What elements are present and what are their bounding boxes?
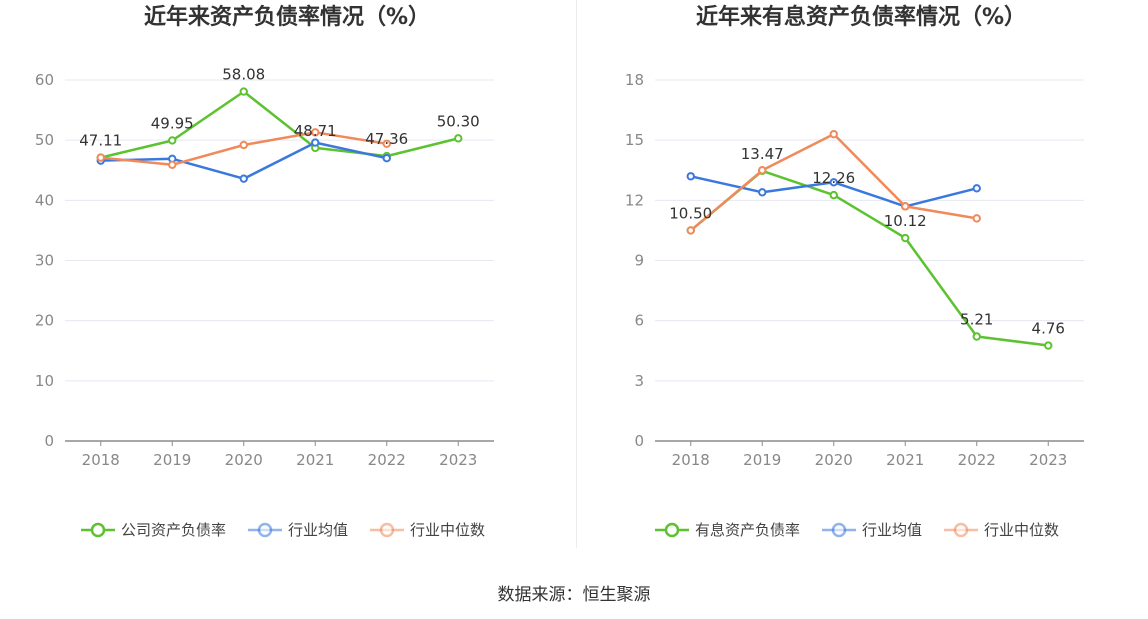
y-tick-label: 3: [634, 372, 644, 390]
data-point: [901, 233, 910, 243]
x-tick-label: 2020: [815, 451, 853, 469]
data-point: [829, 178, 838, 187]
data-label: 5.21: [960, 311, 993, 329]
legend-label: 行业均值: [862, 521, 922, 539]
data-label: 13.47: [741, 145, 784, 163]
x-tick-label: 2021: [886, 451, 924, 469]
y-tick-label: 60: [35, 71, 54, 89]
chart-title: 近年来资产负债率情况（%）: [143, 5, 431, 30]
data-point: [686, 226, 695, 235]
data-point: [311, 128, 320, 137]
y-tick-label: 6: [634, 312, 644, 330]
x-tick-label: 2022: [368, 451, 406, 469]
data-point: [168, 160, 177, 170]
legend-item: 行业中位数: [370, 521, 485, 539]
y-tick-label: 40: [35, 191, 54, 209]
legend-marker: [379, 522, 395, 538]
chart-title: 近年来有息资产负债率情况（%）: [695, 5, 1027, 30]
y-tick-label: 50: [35, 131, 54, 149]
data-point: [901, 202, 910, 211]
x-tick-label: 2020: [225, 451, 263, 469]
data-point: [829, 190, 838, 200]
data-point: [972, 184, 981, 193]
legend-label: 行业均值: [288, 521, 348, 539]
data-point: [168, 136, 177, 145]
data-point: [311, 138, 320, 147]
legend-label: 公司资产负债率: [121, 521, 226, 539]
legend-item: 公司资产负债率: [81, 521, 226, 539]
y-tick-label: 20: [35, 312, 54, 330]
y-tick-label: 15: [625, 131, 644, 149]
y-tick-label: 12: [625, 191, 644, 209]
x-tick-label: 2019: [743, 451, 781, 469]
data-point: [829, 129, 838, 139]
y-tick-label: 18: [625, 71, 644, 89]
chart-panel-debt-ratio: 近年来资产负债率情况（%） 0 10 20 30 40 50 60 2018 2019 2020 2…: [0, 0, 574, 560]
data-point: [758, 188, 767, 197]
data-label: 58.08: [222, 66, 265, 84]
legend-label: 行业中位数: [984, 521, 1059, 539]
x-tick-label: 2018: [672, 451, 710, 469]
data-label: 4.76: [1032, 320, 1065, 338]
legend-marker: [664, 522, 680, 538]
legend-marker: [953, 522, 969, 538]
data-label: 50.30: [437, 112, 480, 130]
series-line: [100, 90, 459, 159]
y-tick-label: 30: [35, 252, 54, 270]
legend-marker: [90, 522, 106, 538]
data-point: [972, 332, 981, 341]
line-chart-debt-ratio: 0 10 20 30 40 50 60 2018 2019 2020 2021 2022 2023 47.…: [35, 66, 494, 539]
x-tick-label: 2018: [82, 451, 120, 469]
panel-divider: [576, 0, 577, 548]
data-label: 10.12: [884, 212, 927, 230]
legend-item: 行业中位数: [944, 521, 1059, 539]
legend-item: 有息资产负债率: [655, 521, 800, 539]
legend-marker: [831, 522, 847, 538]
y-tick-label: 0: [44, 432, 54, 450]
data-point: [758, 166, 767, 175]
line-chart-interest-debt-ratio: 0 3 6 9 12 15 18 2018 2019 2020 2021 2022 2023 10.50 1…: [625, 71, 1084, 539]
data-point: [1044, 341, 1053, 350]
data-label: 47.11: [79, 132, 122, 150]
data-label: 12.26: [812, 169, 855, 187]
legend-item: 行业均值: [822, 521, 922, 539]
data-point: [382, 139, 391, 148]
legend-label: 有息资产负债率: [695, 521, 800, 539]
series-line: [690, 169, 1049, 347]
legend-label: 行业中位数: [410, 521, 485, 539]
data-point: [239, 87, 248, 96]
x-tick-label: 2023: [439, 451, 477, 469]
legend-marker: [257, 522, 273, 538]
y-tick-label: 10: [35, 372, 54, 390]
data-label: 47.36: [365, 130, 408, 148]
x-tick-label: 2023: [1029, 451, 1067, 469]
data-point: [239, 174, 248, 183]
data-point: [454, 134, 463, 143]
chart-panel-interest-debt-ratio: 近年来有息资产负债率情况（%） 0 3 6 9 12 15 18 2018 2019 2020 20…: [574, 0, 1148, 560]
data-point: [96, 153, 105, 162]
x-tick-label: 2019: [153, 451, 191, 469]
legend-item: 行业均值: [248, 521, 348, 539]
y-tick-label: 9: [634, 252, 644, 270]
data-point: [972, 214, 981, 223]
data-label: 10.50: [669, 204, 712, 222]
y-tick-label: 0: [634, 432, 644, 450]
data-label: 49.95: [151, 114, 194, 132]
data-point: [382, 154, 391, 163]
x-tick-label: 2021: [296, 451, 334, 469]
data-label: 48.71: [294, 122, 337, 140]
x-tick-label: 2022: [958, 451, 996, 469]
data-point: [686, 172, 695, 181]
data-point: [239, 140, 248, 150]
data-source-note: 数据来源：恒生聚源: [497, 585, 651, 605]
